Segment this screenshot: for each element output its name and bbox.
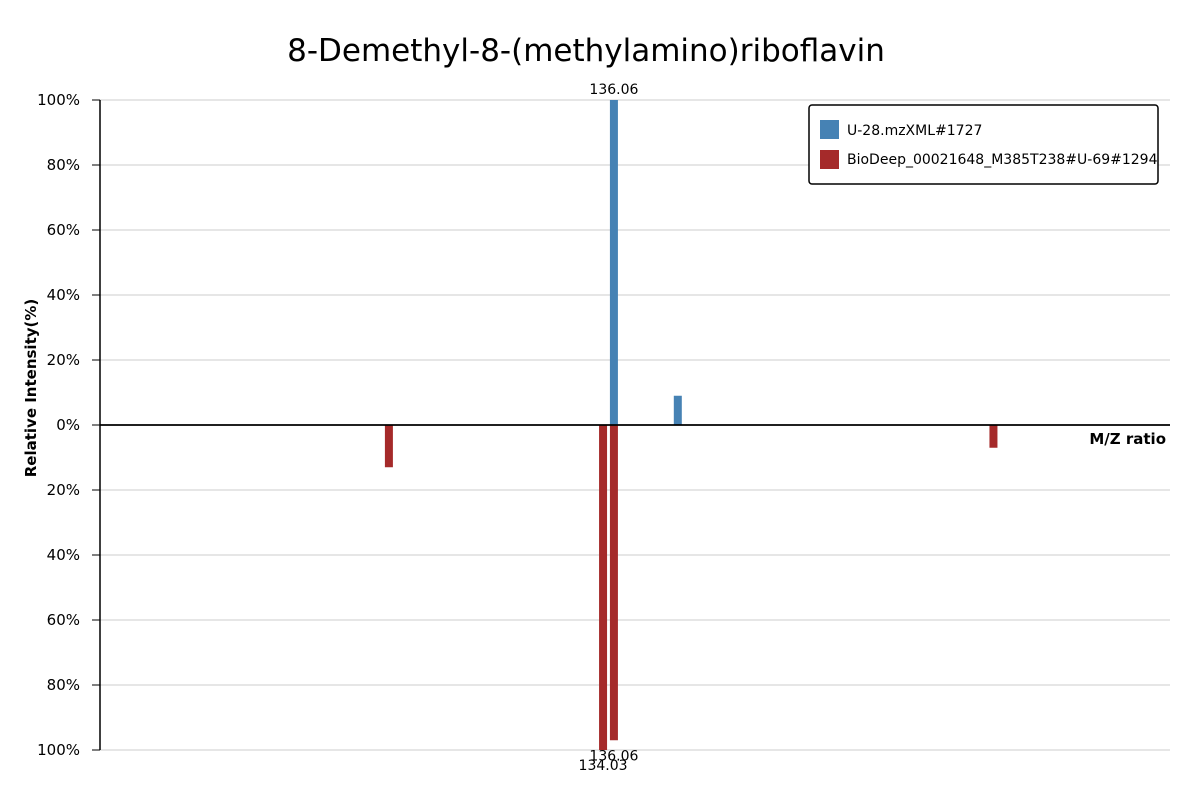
- grid-lines: [100, 99, 1170, 751]
- legend-swatch-reference: [820, 150, 839, 169]
- y-tick-label: 20%: [47, 351, 80, 369]
- legend-box: [808, 104, 1159, 185]
- sample-peak-bar: [673, 395, 682, 425]
- y-tick-label: 80%: [47, 156, 80, 174]
- legend-swatch-sample: [820, 120, 839, 139]
- y-tick-label: 80%: [47, 676, 80, 694]
- y-tick-label: 0%: [56, 416, 80, 434]
- sample-peak-label: 136.06: [589, 82, 638, 98]
- y-tick-label: 20%: [47, 481, 80, 499]
- peak-bars: [384, 100, 998, 750]
- reference-peak-bar: [989, 425, 998, 448]
- legend-label-sample: U-28.mzXML#1727: [847, 123, 982, 139]
- y-tick-label: 40%: [47, 546, 80, 564]
- reference-peak-bar: [384, 425, 393, 468]
- legend-label-reference: BioDeep_00021648_M385T238#U-69#1294: [847, 152, 1158, 168]
- reference-peak-label: 134.03: [579, 758, 628, 774]
- reference-peak-bar: [609, 425, 618, 741]
- reference-peak-label: 136.06: [589, 748, 638, 764]
- y-tick-label: 60%: [47, 611, 80, 629]
- x-axis-label: M/Z ratio: [1089, 430, 1166, 448]
- y-tick-label: 100%: [37, 91, 80, 109]
- y-tick-label: 40%: [47, 286, 80, 304]
- y-tick-label: 100%: [37, 741, 80, 759]
- sample-peak-bar: [609, 100, 618, 425]
- y-axis-label: Relative Intensity(%): [22, 299, 40, 478]
- y-axis-ticks: 100% 80% 60% 40% 20% 0% 20% 40% 60% 80% 100%: [37, 91, 100, 759]
- reference-peak-bar: [599, 425, 608, 750]
- chart-title: 8-Demethyl-8-(methylamino)riboflavin: [287, 33, 885, 69]
- y-tick-label: 60%: [47, 221, 80, 239]
- legend: U-28.mzXML#1727 BioDeep_00021648_M385T23…: [808, 104, 1159, 185]
